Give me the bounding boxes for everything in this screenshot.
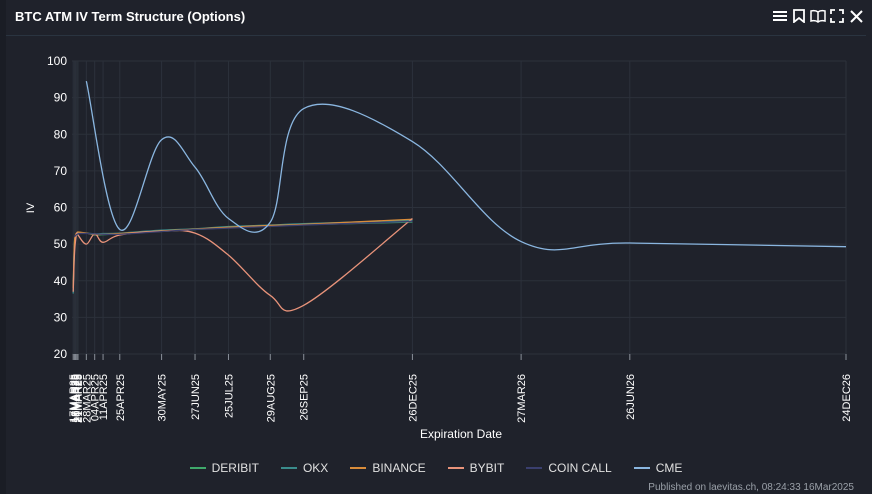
legend-swatch	[350, 467, 367, 469]
legend-label: CME	[655, 461, 683, 475]
x-tick-label: 26SEP25	[299, 374, 311, 420]
footer-credit: Published on laevitas.ch, 08:24:33 16Mar…	[648, 482, 854, 493]
series-line-coin-call	[73, 220, 413, 238]
legend-label: BINANCE	[372, 461, 426, 475]
book-icon[interactable]	[810, 6, 826, 26]
x-tick-label: 25APR25	[115, 374, 127, 421]
y-axis-label: IV	[25, 202, 37, 213]
legend-item-deribit[interactable]: DERIBIT	[189, 461, 259, 475]
chart-toolbar	[772, 6, 864, 26]
y-tick-label: 80	[54, 127, 68, 141]
x-tick-label: 30MAY25	[157, 374, 169, 422]
legend-item-coin-call[interactable]: COIN CALL	[526, 461, 612, 475]
header-divider	[6, 35, 866, 36]
series-line-deribit	[72, 221, 413, 289]
legend-item-okx[interactable]: OKX	[280, 461, 329, 475]
x-tick-label: 20MAR25	[72, 374, 84, 423]
x-tick-label: 25JUL25	[223, 374, 235, 418]
legend-item-bybit[interactable]: BYBIT	[447, 461, 505, 475]
y-tick-label: 100	[47, 54, 67, 68]
y-tick-label: 20	[54, 347, 68, 361]
x-tick-label: 28MAR25	[81, 374, 93, 423]
chart-series	[72, 81, 847, 312]
close-icon[interactable]	[848, 6, 864, 26]
chart-panel	[6, 0, 872, 494]
chart-grid	[72, 60, 847, 355]
legend-swatch	[526, 467, 543, 469]
legend-label: BYBIT	[469, 461, 505, 475]
page-title: BTC ATM IV Term Structure (Options)	[15, 9, 246, 24]
legend-label: COIN CALL	[548, 461, 612, 475]
x-tick-label: 21MAR25	[73, 374, 85, 423]
x-tick-label: 17MAR25	[68, 374, 80, 423]
x-axis-ticks: 17MAR2518MAR2519MAR2520MAR2521MAR2528MAR…	[68, 354, 853, 423]
x-tick-label: 27MAR26	[516, 374, 528, 423]
bookmark-icon[interactable]	[791, 6, 807, 26]
y-tick-label: 30	[54, 310, 68, 324]
legend-swatch	[189, 467, 206, 469]
legend-item-cme[interactable]: CME	[633, 461, 683, 475]
x-tick-label: 27JUN25	[190, 374, 202, 420]
iv-term-structure-chart: 20 30 40 50 60 70 80 90 100 17MAR2518MAR2519MAR2…	[25, 54, 853, 441]
legend-swatch	[633, 467, 650, 469]
series-line-okx	[72, 219, 413, 294]
series-line-cme	[85, 81, 847, 251]
legend-label: DERIBIT	[211, 461, 259, 475]
x-tick-label: 11APR25	[98, 374, 110, 420]
series-line-bybit	[72, 217, 413, 312]
legend-swatch	[447, 467, 464, 469]
legend-item-binance[interactable]: BINANCE	[350, 461, 426, 475]
x-tick-label: 29AUG25	[265, 374, 277, 422]
legend-swatch	[280, 467, 297, 469]
x-tick-label: 19MAR25	[71, 374, 83, 423]
y-tick-label: 60	[54, 201, 68, 215]
y-tick-label: 90	[54, 91, 68, 105]
x-tick-label: 18MAR25	[69, 374, 81, 423]
chart-legend: DERIBIT OKX BINANCE BYBIT COIN CALL CME	[0, 461, 872, 475]
x-tick-label: 26JUN26	[625, 374, 637, 420]
x-axis-label: Expiration Date	[420, 427, 502, 441]
y-tick-label: 70	[54, 164, 68, 178]
x-tick-label: 26DEC25	[407, 374, 419, 422]
menu-icon[interactable]	[772, 6, 788, 26]
fullscreen-icon[interactable]	[829, 6, 845, 26]
y-tick-label: 40	[54, 274, 68, 288]
x-tick-label: 24DEC26	[841, 374, 853, 422]
x-tick-label: 04APR25	[90, 374, 102, 421]
y-axis-ticks: 20 30 40 50 60 70 80 90 100	[47, 54, 67, 361]
legend-label: OKX	[302, 461, 329, 475]
y-tick-label: 50	[54, 237, 68, 251]
